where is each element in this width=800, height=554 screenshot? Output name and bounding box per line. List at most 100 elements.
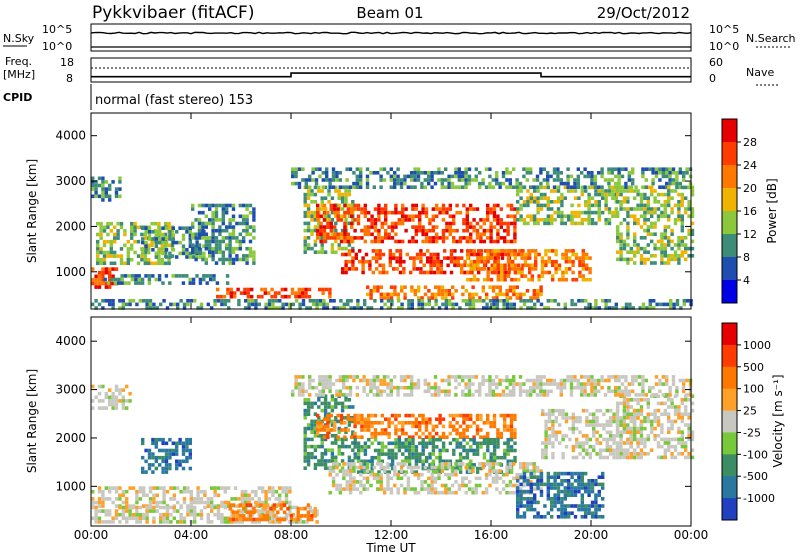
heatmap-cell bbox=[294, 171, 298, 175]
heatmap-cell bbox=[97, 281, 102, 286]
heatmap-cell bbox=[469, 459, 473, 464]
heatmap-cell bbox=[543, 515, 547, 519]
heatmap-cell bbox=[513, 448, 517, 453]
heatmap-cell bbox=[561, 408, 565, 413]
heatmap-cell bbox=[377, 218, 381, 222]
heatmap-cell bbox=[511, 267, 515, 271]
heatmap-cell bbox=[633, 430, 637, 434]
heatmap-cell bbox=[313, 430, 318, 434]
heatmap-cell bbox=[563, 214, 567, 218]
heatmap-cell bbox=[320, 200, 324, 204]
heatmap-cell bbox=[238, 246, 242, 251]
heatmap-cell bbox=[428, 466, 432, 471]
heatmap-cell bbox=[650, 210, 654, 215]
heatmap-cell bbox=[304, 287, 308, 292]
colorbar-tick-label: 12 bbox=[743, 228, 757, 241]
heatmap-cell bbox=[365, 185, 370, 189]
heatmap-cell bbox=[475, 445, 480, 449]
heatmap-cell bbox=[270, 287, 274, 292]
heatmap-cell bbox=[556, 178, 560, 182]
heatmap-cell bbox=[544, 263, 548, 268]
heatmap-cell bbox=[409, 256, 413, 260]
heatmap-cell bbox=[619, 437, 623, 442]
heatmap-cell bbox=[626, 196, 630, 200]
heatmap-cell bbox=[542, 167, 546, 171]
heatmap-cell bbox=[420, 296, 424, 300]
heatmap-cell bbox=[365, 469, 370, 473]
heatmap-cell bbox=[288, 489, 292, 494]
heatmap-cell bbox=[533, 482, 537, 487]
heatmap-cell bbox=[201, 257, 205, 262]
heatmap-cell bbox=[619, 232, 623, 236]
heatmap-cell bbox=[502, 302, 506, 307]
heatmap-cell bbox=[153, 221, 158, 226]
heatmap-cell bbox=[227, 299, 231, 303]
heatmap-cell bbox=[529, 504, 533, 508]
heatmap-cell bbox=[607, 218, 612, 222]
heatmap-cell bbox=[319, 421, 323, 425]
heatmap-cell bbox=[629, 426, 633, 431]
heatmap-cell bbox=[327, 200, 331, 204]
heatmap-cell bbox=[499, 413, 503, 418]
heatmap-cell bbox=[421, 441, 425, 446]
heatmap-cell bbox=[308, 306, 312, 310]
heatmap-cell bbox=[670, 228, 674, 233]
heatmap-cell bbox=[128, 302, 132, 307]
heatmap-cell bbox=[563, 511, 567, 515]
heatmap-cell bbox=[431, 207, 435, 211]
heatmap-cell bbox=[584, 189, 588, 193]
heatmap-cell bbox=[500, 263, 504, 268]
heatmap-cell bbox=[595, 423, 599, 427]
heatmap-cell bbox=[188, 281, 192, 285]
heatmap-cell bbox=[584, 210, 588, 215]
heatmap-cell bbox=[236, 287, 240, 292]
heatmap-cell bbox=[421, 210, 425, 215]
heatmap-cell bbox=[155, 306, 159, 310]
heatmap-cell bbox=[306, 459, 311, 463]
heatmap-cell bbox=[458, 306, 462, 310]
heatmap-cell bbox=[577, 504, 581, 508]
heatmap-cell bbox=[536, 515, 540, 519]
heatmap-cell bbox=[396, 174, 400, 179]
heatmap-cell bbox=[99, 247, 103, 251]
heatmap-cell bbox=[570, 218, 574, 222]
heatmap-cell bbox=[580, 218, 584, 222]
heatmap-cell bbox=[303, 398, 307, 402]
heatmap-cell bbox=[377, 232, 381, 237]
heatmap-cell bbox=[462, 435, 466, 439]
heatmap-cell bbox=[361, 267, 365, 271]
heatmap-cell bbox=[363, 452, 368, 456]
heatmap-cell bbox=[465, 435, 469, 439]
heatmap-cell bbox=[479, 236, 483, 240]
heatmap-cell bbox=[291, 181, 295, 186]
cpid-label: CPID bbox=[3, 91, 32, 104]
heatmap-cell bbox=[170, 243, 175, 248]
heatmap-cell bbox=[526, 507, 530, 512]
heatmap-cell bbox=[416, 174, 421, 179]
heatmap-cell bbox=[252, 250, 256, 255]
heatmap-cell bbox=[590, 210, 595, 215]
heatmap-cell bbox=[417, 296, 421, 300]
heatmap-cell bbox=[109, 254, 113, 258]
heatmap-cell bbox=[394, 424, 398, 429]
heatmap-cell bbox=[225, 246, 229, 251]
heatmap-cell bbox=[406, 476, 411, 481]
heatmap-cell bbox=[355, 167, 359, 171]
heatmap-cell bbox=[161, 466, 165, 471]
heatmap-cell bbox=[478, 296, 482, 300]
heatmap-cell bbox=[601, 482, 605, 487]
heatmap-cell bbox=[160, 257, 164, 262]
heatmap-cell bbox=[643, 246, 647, 251]
heatmap-cell bbox=[492, 421, 497, 425]
heatmap-cell bbox=[636, 189, 640, 193]
heatmap-cell bbox=[602, 412, 606, 417]
heatmap-cell bbox=[238, 257, 242, 262]
heatmap-cell bbox=[233, 504, 238, 508]
heatmap-cell bbox=[619, 254, 623, 258]
heatmap-cell bbox=[394, 455, 398, 460]
heatmap-cell bbox=[516, 507, 520, 512]
heatmap-cell bbox=[465, 239, 469, 244]
heatmap-cell bbox=[517, 267, 521, 271]
heatmap-cell bbox=[529, 167, 533, 171]
heatmap-cell bbox=[560, 497, 564, 501]
